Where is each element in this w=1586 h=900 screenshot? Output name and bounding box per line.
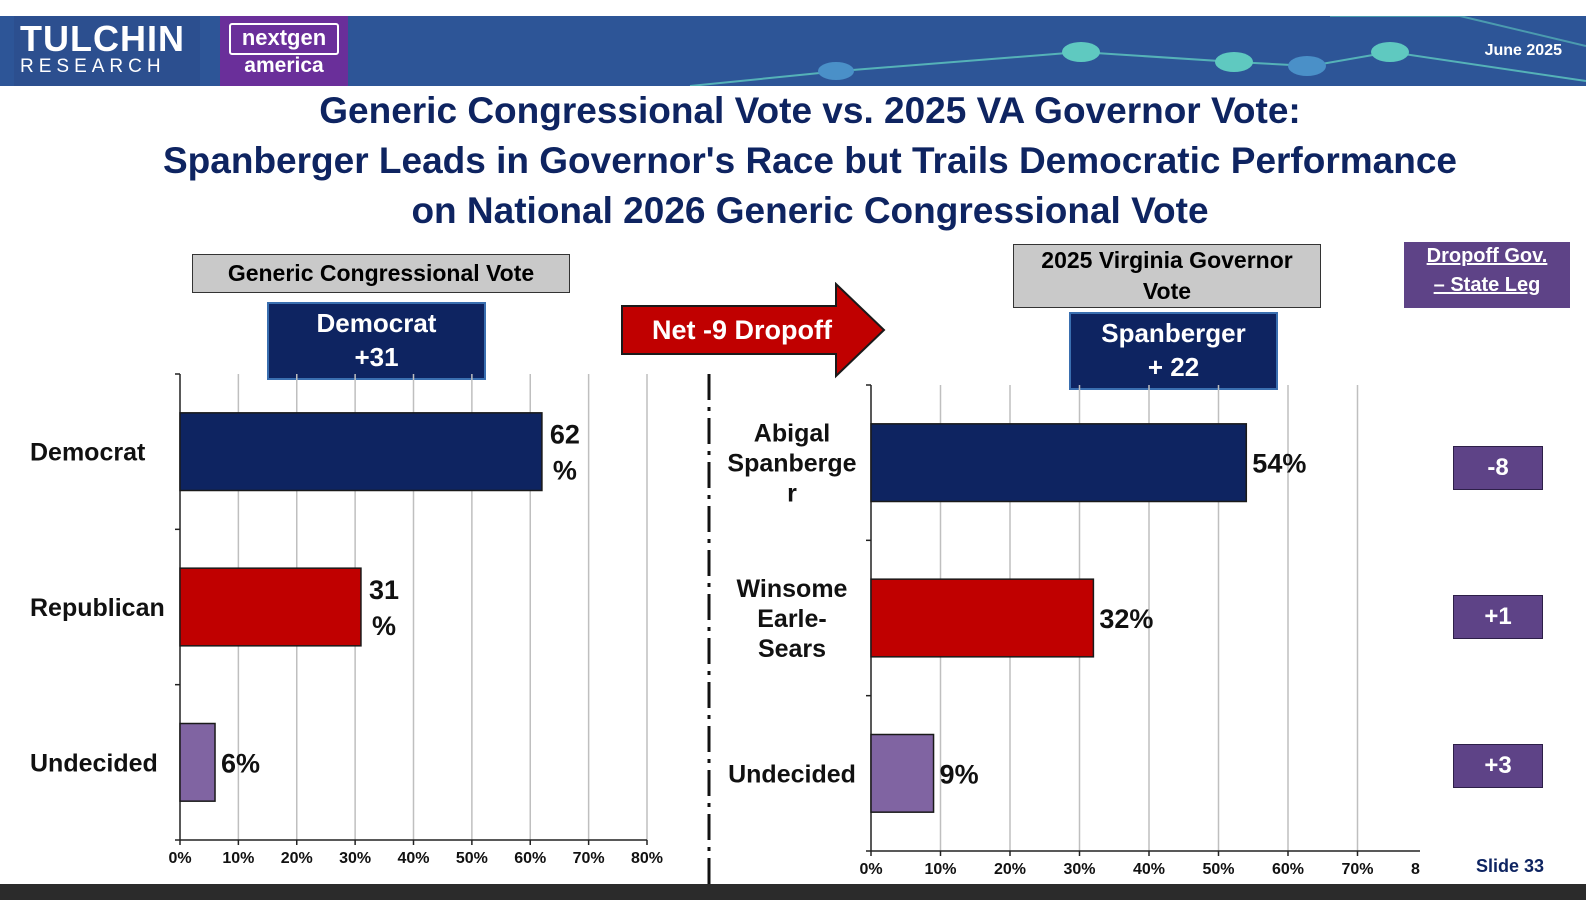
left-chart-label: Generic Congressional Vote xyxy=(192,254,570,293)
right-chart-label-line-1: 2025 Virginia Governor xyxy=(1041,247,1293,273)
dropoff-title-line-1: Dropoff Gov. xyxy=(1426,245,1548,267)
right-margin-line-2: + 22 xyxy=(1147,352,1200,382)
bar-1 xyxy=(870,578,1095,658)
tulchin-logo: TULCHIN RESEARCH xyxy=(14,16,200,86)
bar-2 xyxy=(870,733,935,813)
left-margin-line-2: +31 xyxy=(354,342,399,372)
value-label: % xyxy=(553,456,577,486)
x-tick-label: 70% xyxy=(573,850,605,867)
x-tick-label: 30% xyxy=(339,850,371,867)
value-label: 62 xyxy=(550,420,580,450)
right-chart-label: 2025 Virginia Governor Vote xyxy=(1013,244,1321,308)
x-tick-label: 20% xyxy=(994,861,1026,878)
category-label: Earle- xyxy=(757,605,826,633)
right-margin-box: Spanberger + 22 xyxy=(1069,312,1278,390)
dropoff-title-line-2: – State Leg xyxy=(1433,274,1541,296)
dropoff-column-title: Dropoff Gov. – State Leg xyxy=(1404,242,1570,308)
right-chart-label-line-2: Vote xyxy=(1142,278,1192,304)
x-tick-label: 40% xyxy=(1133,861,1165,878)
x-tick-label: 40% xyxy=(397,850,429,867)
value-label: 6% xyxy=(221,748,260,778)
header-decoration xyxy=(689,16,1586,86)
footer-bar xyxy=(0,884,1586,900)
dropoff-value-undecided: +3 xyxy=(1453,744,1543,788)
x-tick-label: 60% xyxy=(514,850,546,867)
x-tick-label: 50% xyxy=(456,850,488,867)
value-label: 32% xyxy=(1099,604,1153,634)
x-tick-label: 10% xyxy=(924,861,956,878)
category-label: Spanberge xyxy=(727,450,856,478)
category-label: Democrat xyxy=(30,439,146,467)
title-line-2: Spanberger Leads in Governor's Race but … xyxy=(163,140,1457,181)
value-label: % xyxy=(372,611,396,641)
category-label: Sears xyxy=(758,635,826,663)
x-tick-label: 10% xyxy=(222,850,254,867)
x-tick-label: 0% xyxy=(859,861,882,878)
x-tick-label: 20% xyxy=(281,850,313,867)
x-tick-label: 80% xyxy=(631,850,663,867)
x-tick-label: 60% xyxy=(1272,861,1304,878)
bar-2 xyxy=(179,722,216,802)
x-tick-label: 70% xyxy=(1341,861,1373,878)
left-chart-label-text: Generic Congressional Vote xyxy=(227,260,535,286)
bar-0 xyxy=(870,423,1248,503)
left-margin-line-1: Democrat xyxy=(316,308,437,338)
x-tick-label: 50% xyxy=(1202,861,1234,878)
category-label: Abigal xyxy=(754,420,830,448)
bar-1 xyxy=(179,567,362,647)
value-label: 31 xyxy=(369,575,399,605)
x-tick-label: 0% xyxy=(168,850,191,867)
right-margin-line-1: Spanberger xyxy=(1101,318,1246,348)
report-date: June 2025 xyxy=(1484,42,1562,59)
value-label: 54% xyxy=(1252,449,1306,479)
category-label: Undecided xyxy=(728,760,856,788)
dropoff-value-democrat: -8 xyxy=(1453,446,1543,490)
x-tick-label: 80% xyxy=(1411,861,1420,878)
panel-divider xyxy=(707,374,711,884)
category-label: Republican xyxy=(30,594,165,622)
left-margin-box: Democrat +31 xyxy=(267,302,486,380)
category-label: r xyxy=(787,480,797,508)
bar-0 xyxy=(179,412,543,492)
top-strip xyxy=(0,0,1586,16)
title-line-1: Generic Congressional Vote vs. 2025 VA G… xyxy=(319,90,1301,131)
category-label: Undecided xyxy=(30,749,158,777)
dropoff-arrow-label: Net -9 Dropoff xyxy=(652,315,832,345)
nextgen-logo-top: nextgen xyxy=(229,23,339,55)
dropoff-arrow xyxy=(621,282,886,379)
value-label: 9% xyxy=(940,759,979,789)
generic-vote-chart: 0% 10% 20% 30% 40% 50% 60% 70% 80% Democrat 62% Rep… xyxy=(30,373,663,867)
governor-vote-chart: 0% 10% 20% 30% 40% 50% 60% 70% 80% AbigalSpanberg… xyxy=(727,384,1420,878)
slide-title: Generic Congressional Vote vs. 2025 VA G… xyxy=(60,86,1560,236)
tulchin-logo-top: TULCHIN xyxy=(20,18,185,59)
nextgen-logo: nextgen america xyxy=(220,16,348,86)
title-line-3: on National 2026 Generic Congressional V… xyxy=(411,190,1209,231)
tulchin-logo-bottom: RESEARCH xyxy=(20,56,166,77)
slide-number: Slide 33 xyxy=(1476,856,1545,876)
category-label: Winsome xyxy=(737,575,848,603)
x-tick-label: 30% xyxy=(1063,861,1095,878)
nextgen-logo-bottom: america xyxy=(244,54,324,77)
dropoff-value-republican: +1 xyxy=(1453,595,1543,639)
